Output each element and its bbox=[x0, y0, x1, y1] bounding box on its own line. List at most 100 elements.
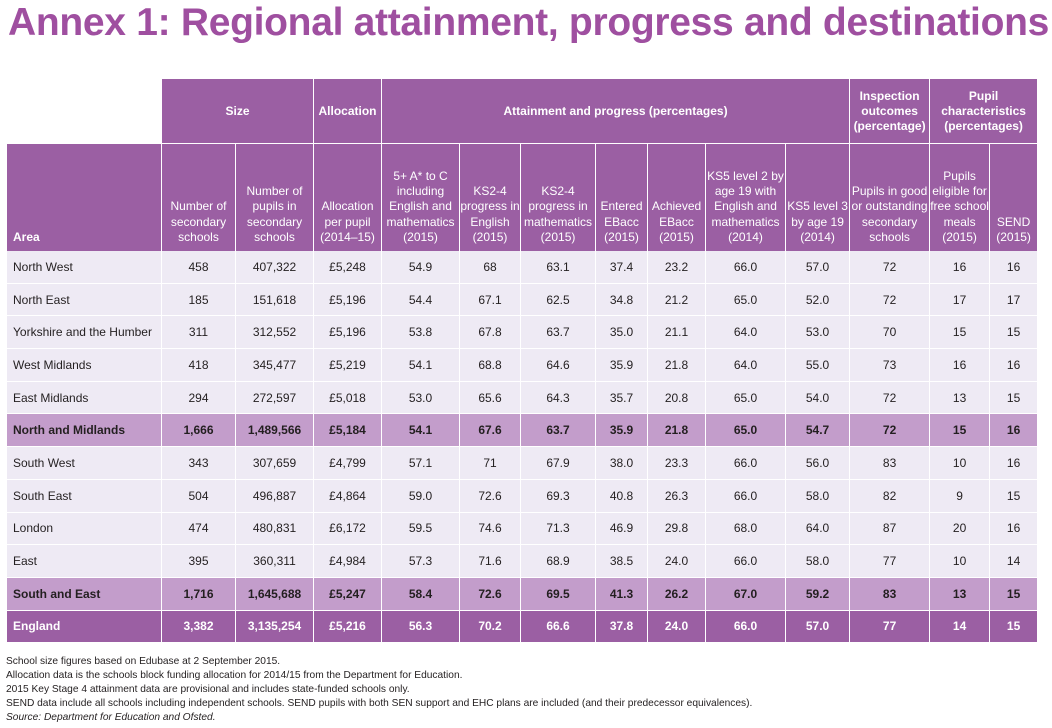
table-cell: 87 bbox=[850, 512, 931, 546]
table-row: West Midlands 418 345,477 £5,219 54.1 68.8 64.… bbox=[7, 349, 1039, 382]
table-cell: 15 bbox=[990, 381, 1039, 415]
table-cell: 504 bbox=[162, 479, 236, 513]
table-cell: 16 bbox=[990, 414, 1039, 448]
table-cell: 14 bbox=[930, 610, 991, 644]
table-cell: 54.9 bbox=[382, 251, 461, 284]
table-cell: 151,618 bbox=[236, 283, 315, 317]
area-name-cell: West Midlands bbox=[7, 349, 162, 382]
column-header: KS2-4 progress in English (2015) bbox=[460, 143, 522, 251]
table-cell: 15 bbox=[990, 316, 1039, 350]
table-cell: £6,172 bbox=[314, 512, 383, 546]
area-name-cell: North East bbox=[7, 283, 162, 317]
table-cell: 54.1 bbox=[382, 349, 461, 382]
table-cell: 77 bbox=[850, 610, 931, 644]
table-cell: 46.9 bbox=[596, 512, 649, 546]
table-cell: 65.0 bbox=[706, 283, 787, 317]
table-cell: 72 bbox=[850, 283, 931, 317]
column-header: Achieved EBacc (2015) bbox=[648, 143, 707, 251]
table-cell: 16 bbox=[990, 349, 1039, 382]
table-cell: 64.6 bbox=[521, 349, 597, 382]
table-cell: 65.6 bbox=[460, 381, 522, 415]
table-cell: 21.8 bbox=[648, 414, 707, 448]
table-cell: 395 bbox=[162, 545, 236, 578]
area-name-cell: North West bbox=[7, 251, 162, 284]
table-cell: 55.0 bbox=[786, 349, 851, 382]
table-cell: 52.0 bbox=[786, 283, 851, 317]
table-cell: £4,864 bbox=[314, 479, 383, 513]
note: 2015 Key Stage 4 attainment data are pro… bbox=[6, 684, 410, 695]
source-note: Source: Department for Education and Ofs… bbox=[6, 712, 216, 723]
table-cell: 3,135,254 bbox=[236, 610, 315, 644]
notes: School size figures based on Edubase at … bbox=[6, 655, 752, 725]
column-header: Pupils in good or outstanding secondary … bbox=[850, 143, 931, 251]
total-row: England 3,382 3,135,254 £5,216 56.3 70.2 66.6 3… bbox=[7, 610, 1039, 644]
table-cell: 15 bbox=[990, 577, 1039, 611]
table-row: East 395 360,311 £4,984 57.3 71.6 68.9 38.5 24.0… bbox=[7, 545, 1039, 578]
table-row: South West 343 307,659 £4,799 57.1 71 67.9 38.0… bbox=[7, 447, 1039, 480]
table-cell: 272,597 bbox=[236, 381, 315, 415]
table-cell: 38.5 bbox=[596, 545, 649, 578]
table-row: Yorkshire and the Humber 311 312,552 £5,196… bbox=[7, 316, 1039, 350]
table-cell: 68.0 bbox=[706, 512, 787, 546]
area-name-cell: England bbox=[7, 610, 162, 644]
table-cell: £5,196 bbox=[314, 283, 383, 317]
table-cell: 15 bbox=[990, 610, 1039, 644]
table-cell: 21.1 bbox=[648, 316, 707, 350]
note: School size figures based on Edubase at … bbox=[6, 656, 281, 667]
table-cell: 20.8 bbox=[648, 381, 707, 415]
table-row: London 474 480,831 £6,172 59.5 74.6 71.3 46.9 29… bbox=[7, 512, 1039, 546]
table-cell: 74.6 bbox=[460, 512, 522, 546]
table-cell: 24.0 bbox=[648, 610, 707, 644]
table-cell: £5,248 bbox=[314, 251, 383, 284]
table-row: East Midlands 294 272,597 £5,018 53.0 65.6 64.… bbox=[7, 381, 1039, 415]
table-cell: 72.6 bbox=[460, 479, 522, 513]
table-cell: 83 bbox=[850, 577, 931, 611]
column-header: Area bbox=[7, 143, 162, 251]
column-header: KS2-4 progress in mathematics (2015) bbox=[521, 143, 597, 251]
table-cell: 66.0 bbox=[706, 479, 787, 513]
table-cell: 58.4 bbox=[382, 577, 461, 611]
area-name-cell: South East bbox=[7, 479, 162, 513]
table-cell: 40.8 bbox=[596, 479, 649, 513]
table-cell: 35.9 bbox=[596, 349, 649, 382]
table-cell: 57.0 bbox=[786, 610, 851, 644]
table-cell: 26.2 bbox=[648, 577, 707, 611]
table-cell: 16 bbox=[930, 251, 991, 284]
table-cell: 185 bbox=[162, 283, 236, 317]
table-cell: 57.1 bbox=[382, 447, 461, 480]
table-cell: 15 bbox=[930, 414, 991, 448]
table-cell: 53.0 bbox=[382, 381, 461, 415]
area-name-cell: Yorkshire and the Humber bbox=[7, 316, 162, 350]
table-cell: 64.0 bbox=[706, 349, 787, 382]
table-cell: 480,831 bbox=[236, 512, 315, 546]
table-cell: 72 bbox=[850, 251, 931, 284]
table-cell: 13 bbox=[930, 577, 991, 611]
area-name-cell: East Midlands bbox=[7, 381, 162, 415]
table-cell: 16 bbox=[930, 349, 991, 382]
table-cell: 69.3 bbox=[521, 479, 597, 513]
table-cell: 1,645,688 bbox=[236, 577, 315, 611]
area-name-cell: East bbox=[7, 545, 162, 578]
table-cell: 70 bbox=[850, 316, 931, 350]
table-cell: 72 bbox=[850, 414, 931, 448]
table-cell: 21.8 bbox=[648, 349, 707, 382]
table-cell: 64.3 bbox=[521, 381, 597, 415]
table-cell: 10 bbox=[930, 447, 991, 480]
table-cell: 58.0 bbox=[786, 545, 851, 578]
table-cell: 66.0 bbox=[706, 251, 787, 284]
table-cell: 29.8 bbox=[648, 512, 707, 546]
table-cell: 59.0 bbox=[382, 479, 461, 513]
table-cell: 9 bbox=[930, 479, 991, 513]
table-cell: 67.1 bbox=[460, 283, 522, 317]
table-cell: 26.3 bbox=[648, 479, 707, 513]
group-header-attainment: Attainment and progress (percentages) bbox=[382, 79, 851, 143]
table-cell: 53.8 bbox=[382, 316, 461, 350]
table-cell: 21.2 bbox=[648, 283, 707, 317]
table-cell: 14 bbox=[990, 545, 1039, 578]
table-row: South East 504 496,887 £4,864 59.0 72.6 69.3 40… bbox=[7, 479, 1039, 513]
table-cell: 70.2 bbox=[460, 610, 522, 644]
table-cell: 41.3 bbox=[596, 577, 649, 611]
column-header: Allocation per pupil (2014–15) bbox=[314, 143, 383, 251]
table-cell: 63.7 bbox=[521, 414, 597, 448]
table-cell: £5,184 bbox=[314, 414, 383, 448]
